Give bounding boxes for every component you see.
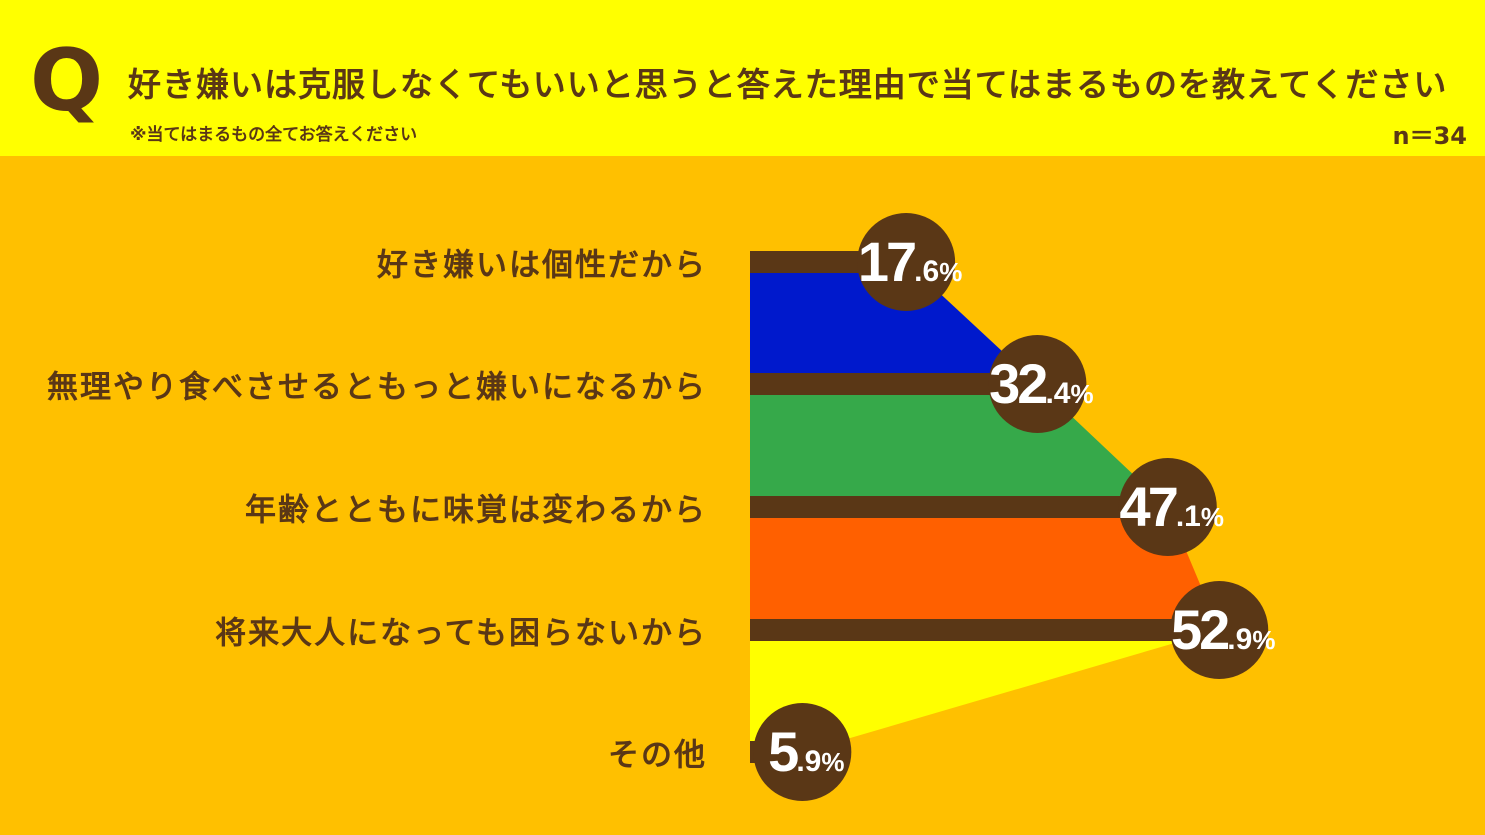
header-bar: Q 好き嫌いは克服しなくてもいいと思うと答えた理由で当てはまるものを教えてくださ… [0, 0, 1485, 156]
value-label-3: 47.1% [1120, 475, 1224, 538]
bar-2 [750, 373, 1038, 395]
question-title: 好き嫌いは克服しなくてもいいと思うと答えた理由で当てはまるものを教えてください [128, 65, 1448, 104]
value-label-4: 52.9% [1171, 598, 1275, 661]
category-label-2: 無理やり食べさせるともっと嫌いになるから [47, 369, 707, 406]
category-label-3: 年齢とともに味覚は変わるから [245, 492, 707, 529]
question-note: ※当てはまるもの全てお答えください [130, 125, 418, 145]
band-1 [750, 262, 1038, 384]
category-label-5: その他 [608, 737, 707, 774]
value-badge-5 [753, 703, 852, 801]
sample-size: n＝34 [1392, 122, 1467, 150]
category-label-4: 将来大人になっても困らないから [215, 615, 707, 652]
band-2 [750, 384, 1168, 507]
value-badge-2 [988, 335, 1087, 433]
q-mark: Q [30, 31, 104, 131]
band-4 [750, 630, 1220, 752]
value-label-2: 32.4% [989, 352, 1093, 415]
value-label-1: 17.6% [858, 230, 962, 293]
value-label-5: 5.9% [768, 720, 844, 783]
value-badge-3 [1118, 458, 1217, 556]
category-label-1: 好き嫌いは個性だから [377, 247, 707, 284]
bar-4 [750, 619, 1220, 641]
value-badge-1 [857, 213, 956, 311]
band-3 [750, 507, 1220, 630]
bar-3 [750, 496, 1168, 518]
value-badge-4 [1170, 581, 1269, 679]
